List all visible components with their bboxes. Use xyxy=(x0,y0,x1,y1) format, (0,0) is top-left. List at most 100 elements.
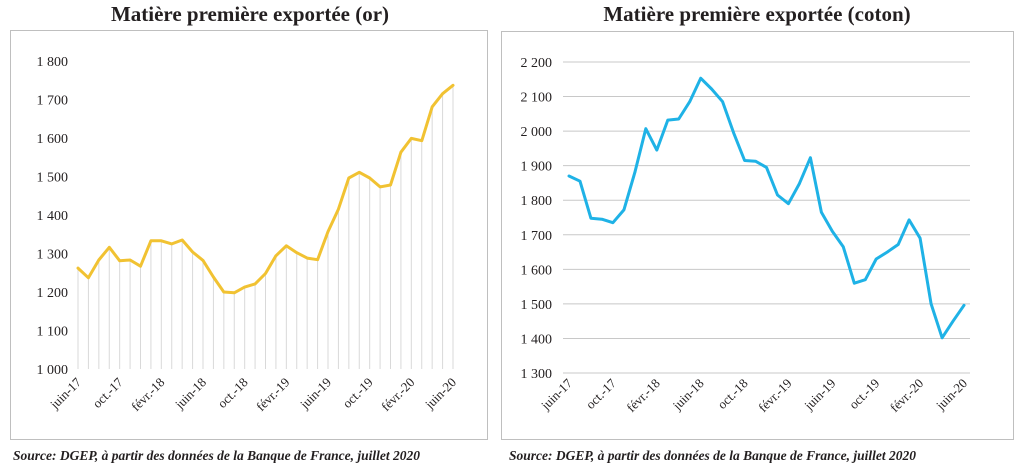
cotton-data-point xyxy=(754,159,757,163)
cotton-data-point xyxy=(787,202,790,205)
gold-data-point xyxy=(233,291,236,294)
cotton-data-point xyxy=(688,100,691,103)
cotton-xtick-label: févr.-18 xyxy=(623,376,662,415)
cotton-data-point xyxy=(820,211,823,214)
gold-ytick-label: 1 600 xyxy=(37,132,69,147)
cotton-data-point xyxy=(940,336,944,339)
gold-data-point xyxy=(264,272,267,275)
cotton-ytick-label: 1 300 xyxy=(521,367,553,382)
cotton-data-point xyxy=(962,304,966,307)
gold-xtick-label: févr.-18 xyxy=(128,375,167,414)
gold-data-point xyxy=(180,238,184,242)
gold-ytick-label: 1 400 xyxy=(37,209,69,224)
gold-chart-source: Source: DGEP, à partir des données de la… xyxy=(13,448,421,463)
gold-xtick-label: oct.-17 xyxy=(89,374,126,411)
cotton-chart-title: Matière première exportée (coton) xyxy=(603,2,911,26)
cotton-data-point xyxy=(864,278,867,281)
cotton-data-point xyxy=(721,100,724,103)
cotton-data-point xyxy=(842,245,845,249)
gold-ytick-label: 1 700 xyxy=(37,94,69,109)
gold-xtick-label: févr.-19 xyxy=(253,375,292,414)
gold-ytick-label: 1 300 xyxy=(37,248,69,263)
cotton-data-point xyxy=(732,131,735,135)
cotton-data-point xyxy=(622,208,626,212)
gold-data-point xyxy=(149,239,153,242)
gold-data-point xyxy=(139,265,142,268)
gold-series-line xyxy=(76,83,455,295)
gold-data-point xyxy=(222,290,226,294)
cotton-ytick-label: 2 200 xyxy=(521,56,553,71)
cotton-data-point xyxy=(677,117,680,121)
gold-ytick-label: 1 800 xyxy=(37,55,69,70)
cotton-data-point xyxy=(655,148,658,152)
gold-data-point xyxy=(430,105,434,109)
cotton-data-point xyxy=(853,281,856,285)
cotton-data-point xyxy=(578,180,582,183)
gold-ytick-label: 1 500 xyxy=(37,171,69,186)
cotton-ytick-label: 1 400 xyxy=(521,332,553,347)
cotton-data-point xyxy=(600,218,604,221)
gold-data-point xyxy=(128,258,132,262)
gold-data-point xyxy=(441,92,444,95)
cotton-xtick-label: juin-18 xyxy=(669,376,707,414)
cotton-data-point xyxy=(765,166,768,169)
cotton-data-point xyxy=(831,230,834,233)
cotton-ytick-label: 2 100 xyxy=(521,91,553,106)
cotton-ytick-label: 1 600 xyxy=(521,263,553,278)
gold-data-point xyxy=(201,259,205,262)
gold-data-point xyxy=(316,258,319,261)
gold-data-point xyxy=(347,176,351,180)
gold-chart-title: Matière première exportée (or) xyxy=(110,2,390,26)
cotton-data-point xyxy=(875,257,878,261)
cotton-xtick-label: juin-19 xyxy=(801,376,839,414)
cotton-data-point xyxy=(644,127,648,130)
gold-data-point xyxy=(368,176,371,180)
cotton-ytick-label: 1 500 xyxy=(521,298,553,313)
gold-data-point xyxy=(243,285,246,289)
gold-ytick-label: 1 000 xyxy=(37,363,69,378)
cotton-data-point xyxy=(611,221,615,224)
gold-data-point xyxy=(87,276,90,279)
cotton-data-point xyxy=(699,77,702,80)
gold-data-point xyxy=(295,251,298,254)
cotton-chart-frame: 1 300 1 400 1 500 1 600 1 700 1 800 1 900 2 000… xyxy=(501,31,1014,440)
cotton-xtick-label: oct.-17 xyxy=(583,375,620,412)
cotton-chart: 1 300 1 400 1 500 1 600 1 700 1 800 1 900 2 000… xyxy=(521,56,971,415)
gold-data-point xyxy=(212,275,215,279)
cotton-data-point xyxy=(929,302,933,306)
cotton-data-point xyxy=(589,216,593,220)
gold-data-point xyxy=(399,151,403,154)
cotton-ytick-label: 2 000 xyxy=(521,125,553,140)
gold-xtick-label: oct.-19 xyxy=(339,375,375,411)
cotton-xtick-label: oct.-19 xyxy=(846,376,882,412)
gold-data-point xyxy=(389,183,392,187)
gold-data-point xyxy=(305,256,309,260)
gold-data-point xyxy=(337,208,340,211)
cotton-data-point xyxy=(710,87,713,91)
gold-data-point xyxy=(76,266,80,270)
cotton-data-point xyxy=(743,159,746,162)
cotton-data-point xyxy=(776,193,779,197)
cotton-data-point xyxy=(896,243,900,246)
gold-data-point xyxy=(274,254,278,258)
cotton-data-point xyxy=(666,118,669,122)
gold-data-point xyxy=(191,250,194,254)
cotton-chart-source: Source: DGEP, à partir des données de la… xyxy=(509,448,917,463)
cotton-xtick-label: févr.-20 xyxy=(887,376,926,415)
cotton-xtick-label: oct.-18 xyxy=(714,376,750,412)
gold-data-point xyxy=(97,258,101,262)
cotton-data-point xyxy=(907,218,911,222)
gold-xtick-label: juin-20 xyxy=(421,375,459,413)
gold-xtick-label: oct.-18 xyxy=(214,375,250,411)
gold-data-point xyxy=(378,185,382,189)
gold-xtick-label: févr.-20 xyxy=(378,375,417,414)
cotton-xtick-label: juin-20 xyxy=(932,376,970,414)
gold-xtick-label: juin-17 xyxy=(46,374,84,412)
gold-data-point xyxy=(410,137,413,140)
cotton-data-point xyxy=(885,250,889,254)
gold-data-point xyxy=(118,259,121,263)
gold-ytick-label: 1 100 xyxy=(37,325,69,340)
cotton-data-point xyxy=(798,182,801,185)
gold-data-point xyxy=(420,139,423,142)
cotton-ytick-label: 1 700 xyxy=(521,229,553,244)
